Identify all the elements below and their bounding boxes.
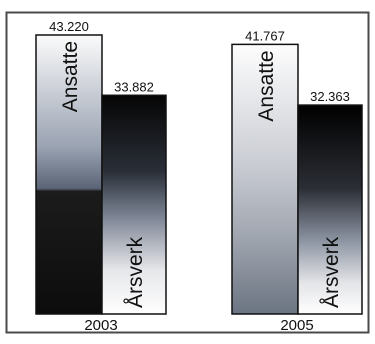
value-label-ansatte-2005: 41.767 xyxy=(245,28,285,43)
series-name-arsverk-2003: Årsverk xyxy=(124,236,147,308)
bars-layer xyxy=(35,34,363,315)
bar-arsverk-2003 xyxy=(101,94,167,315)
value-label-ansatte-2003: 43.220 xyxy=(49,19,89,34)
labels-layer: 43.220 Ansatte 33.882 Årsverk 2003 41.767 Ansa… xyxy=(49,19,350,334)
bar-arsverk-2005 xyxy=(297,104,363,315)
series-name-ansatte-2003: Ansatte xyxy=(59,41,82,112)
series-name-arsverk-2005: Årsverk xyxy=(320,236,343,308)
bar-ansatte-2003 xyxy=(35,34,103,315)
plot-border xyxy=(5,11,370,334)
value-label-arsverk-2003: 33.882 xyxy=(114,79,154,94)
series-name-ansatte-2005: Ansatte xyxy=(255,50,278,121)
category-label-2003: 2003 xyxy=(84,317,117,334)
category-label-2005: 2005 xyxy=(280,317,313,334)
value-label-arsverk-2005: 32.363 xyxy=(310,89,350,104)
